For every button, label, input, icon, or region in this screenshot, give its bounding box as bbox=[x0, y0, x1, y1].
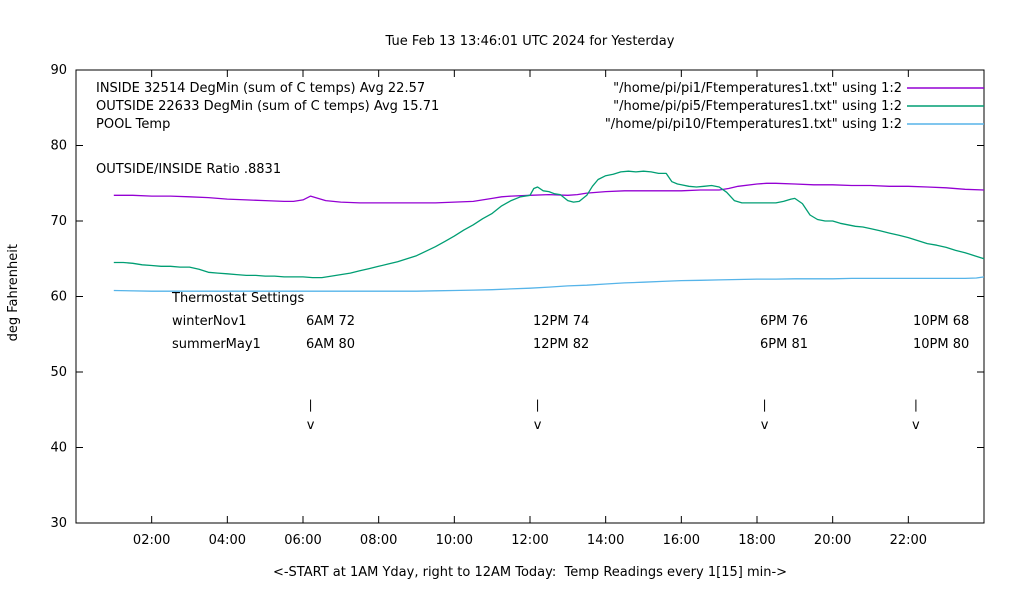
x-tick-label: 10:00 bbox=[436, 533, 473, 548]
legend-label-outside: OUTSIDE 22633 DegMin (sum of C temps) Av… bbox=[96, 99, 440, 114]
y-tick-label: 90 bbox=[50, 63, 67, 78]
y-tick-label: 70 bbox=[50, 214, 67, 229]
pool-line bbox=[113, 276, 985, 292]
x-tick-label: 14:00 bbox=[587, 533, 624, 548]
thermostat-summer-12pm: 12PM 82 bbox=[533, 337, 590, 352]
x-tick-label: 04:00 bbox=[209, 533, 246, 548]
y-axis-label: deg Fahrenheit bbox=[6, 244, 21, 342]
ratio-note: OUTSIDE/INSIDE Ratio .8831 bbox=[96, 162, 282, 177]
x-tick-label: 02:00 bbox=[133, 533, 170, 548]
thermostat-winter-name: winterNov1 bbox=[172, 314, 247, 329]
x-tick-label: 06:00 bbox=[284, 533, 321, 548]
x-tick-label: 12:00 bbox=[511, 533, 548, 548]
thermostat-winter-12pm: 12PM 74 bbox=[533, 314, 590, 329]
legend-file-outside: "/home/pi/pi5/Ftemperatures1.txt" using … bbox=[613, 99, 902, 114]
arrow-head-icon: v bbox=[307, 418, 315, 433]
legend-label-inside: INSIDE 32514 DegMin (sum of C temps) Avg… bbox=[96, 81, 426, 96]
inside-line bbox=[113, 182, 985, 204]
legend-file-pool: "/home/pi/pi10/Ftemperatures1.txt" using… bbox=[604, 117, 902, 132]
y-tick-label: 80 bbox=[50, 139, 67, 154]
arrow-head-icon: v bbox=[761, 418, 769, 433]
thermostat-heading: Thermostat Settings bbox=[172, 291, 305, 306]
thermostat-summer-10pm: 10PM 80 bbox=[913, 337, 970, 352]
thermostat-winter-6pm: 6PM 76 bbox=[760, 314, 809, 329]
legend-label-pool: POOL Temp bbox=[96, 117, 171, 132]
legend-file-inside: "/home/pi/pi1/Ftemperatures1.txt" using … bbox=[613, 81, 902, 96]
arrow-head-icon: v bbox=[912, 418, 920, 433]
x-tick-label: 20:00 bbox=[814, 533, 851, 548]
x-tick-label: 18:00 bbox=[738, 533, 775, 548]
thermostat-winter-10pm: 10PM 68 bbox=[913, 314, 970, 329]
outside-line bbox=[113, 170, 985, 279]
y-tick-label: 50 bbox=[50, 365, 67, 380]
thermostat-summer-6pm: 6PM 81 bbox=[760, 337, 809, 352]
thermostat-summer-6am: 6AM 80 bbox=[306, 337, 356, 352]
x-tick-label: 22:00 bbox=[890, 533, 927, 548]
x-tick-label: 08:00 bbox=[360, 533, 397, 548]
x-tick-label: 16:00 bbox=[663, 533, 700, 548]
chart-title: Tue Feb 13 13:46:01 UTC 2024 for Yesterd… bbox=[385, 34, 675, 49]
x-axis-label: <-START at 1AM Yday, right to 12AM Today… bbox=[272, 565, 788, 580]
thermostat-summer-name: summerMay1 bbox=[172, 337, 261, 352]
arrow-head-icon: v bbox=[534, 418, 542, 433]
thermostat-winter-6am: 6AM 72 bbox=[306, 314, 356, 329]
y-tick-label: 40 bbox=[50, 441, 67, 456]
y-tick-label: 30 bbox=[50, 516, 67, 531]
y-tick-label: 60 bbox=[50, 290, 67, 305]
